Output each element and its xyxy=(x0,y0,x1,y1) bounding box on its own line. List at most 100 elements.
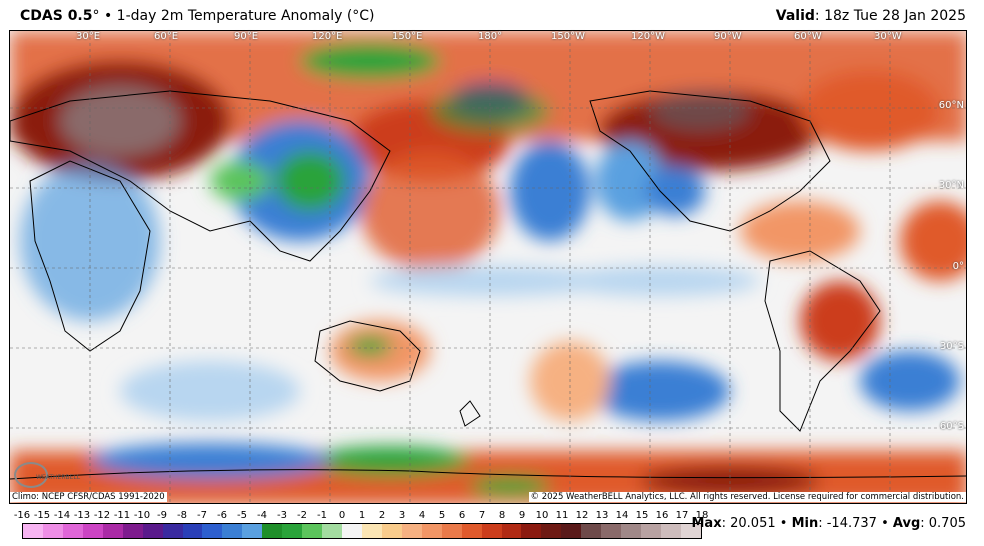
colorbar-swatch xyxy=(581,524,602,538)
colorbar-strip xyxy=(22,523,702,539)
max-value: : 20.051 xyxy=(721,516,776,531)
lon-label-60w: 60°W xyxy=(794,31,822,42)
copyright-note: © 2025 WeatherBELL Analytics, LLC. All r… xyxy=(528,492,966,502)
colorbar-tick-label: 9 xyxy=(518,510,526,521)
colorbar-swatch xyxy=(461,524,482,538)
colorbar-tick-label: 5 xyxy=(438,510,446,521)
colorbar-tick-label: 6 xyxy=(458,510,466,521)
lon-label-120e: 120°E xyxy=(312,31,343,42)
colorbar-swatch xyxy=(541,524,562,538)
lon-label-180: 180° xyxy=(478,31,503,42)
colorbar-tick-label: 12 xyxy=(575,510,589,521)
min-label: Min xyxy=(791,516,819,531)
colorbar-tick-label: -3 xyxy=(277,510,287,521)
colorbar-swatch xyxy=(122,524,143,538)
colorbar-tick-label: 14 xyxy=(615,510,629,521)
anomaly-map-canvas xyxy=(10,31,966,503)
colorbar-tick-label: -8 xyxy=(177,510,187,521)
colorbar-swatch xyxy=(441,524,462,538)
avg-label: Avg xyxy=(892,516,921,531)
colorbar-swatch xyxy=(162,524,183,538)
lon-label-60e: 60°E xyxy=(154,31,179,42)
colorbar-swatch xyxy=(521,524,542,538)
stats-sep-2: • xyxy=(881,516,889,531)
colorbar-swatch xyxy=(102,524,123,538)
colorbar-tick-label: 3 xyxy=(398,510,406,521)
colorbar-swatch xyxy=(561,524,582,538)
lat-label-0: 0° xyxy=(952,261,964,272)
colorbar-swatch xyxy=(42,524,63,538)
colorbar-tick-label: -5 xyxy=(237,510,247,521)
colorbar-tick-label: -4 xyxy=(257,510,267,521)
colorbar-swatch xyxy=(202,524,223,538)
colorbar-tick-label: 18 xyxy=(695,510,709,521)
colorbar-swatch xyxy=(182,524,203,538)
min-value: : -14.737 xyxy=(818,516,877,531)
colorbar-swatch xyxy=(641,524,661,538)
climo-note: Climo: NCEP CFSR/CDAS 1991-2020 xyxy=(10,492,167,502)
colorbar-swatch xyxy=(142,524,163,538)
colorbar-swatch xyxy=(262,524,283,538)
colorbar-swatch xyxy=(381,524,402,538)
colorbar-swatch xyxy=(302,524,323,538)
anomaly-map xyxy=(9,30,967,504)
lat-label-60s: 60°S xyxy=(939,421,964,432)
colorbar-swatch xyxy=(222,524,243,538)
colorbar-swatch xyxy=(661,524,681,538)
colorbar-tick-label: 16 xyxy=(655,510,669,521)
colorbar-tick-label: 15 xyxy=(635,510,649,521)
colorbar-swatch xyxy=(421,524,442,538)
title-text: 1-day 2m Temperature Anomaly (°C) xyxy=(116,8,375,24)
lon-label-30w: 30°W xyxy=(874,31,902,42)
colorbar-tick-label: 8 xyxy=(498,510,506,521)
valid-time: Valid: 18z Tue 28 Jan 2025 xyxy=(776,8,966,24)
colorbar-swatch xyxy=(481,524,502,538)
colorbar-tick-label: 2 xyxy=(378,510,386,521)
colorbar-tick-label: 13 xyxy=(595,510,609,521)
colorbar-tick-label: -16 xyxy=(13,510,31,521)
valid-value: : 18z Tue 28 Jan 2025 xyxy=(814,8,966,24)
anomaly-field xyxy=(10,31,966,503)
avg-value: : 0.705 xyxy=(920,516,966,531)
colorbar-tick-label: 0 xyxy=(338,510,346,521)
stats-summary: Max: 20.051 • Min: -14.737 • Avg: 0.705 xyxy=(692,516,967,531)
colorbar-swatch xyxy=(621,524,642,538)
colorbar-tick-label: -9 xyxy=(157,510,167,521)
colorbar-tick-label: 17 xyxy=(675,510,689,521)
colorbar-tick-label: -13 xyxy=(73,510,91,521)
lon-label-120w: 120°W xyxy=(631,31,665,42)
colorbar-swatch xyxy=(82,524,103,538)
colorbar-tick-label: -15 xyxy=(33,510,51,521)
lon-label-90w: 90°W xyxy=(714,31,742,42)
colorbar-tick-label: 10 xyxy=(535,510,549,521)
valid-label: Valid xyxy=(775,8,815,24)
map-title: CDAS 0.5° • 1-day 2m Temperature Anomaly… xyxy=(20,8,375,24)
lat-label-30n: 30°N xyxy=(938,180,964,191)
lon-label-150e: 150°E xyxy=(392,31,423,42)
colorbar-tick-label: 7 xyxy=(478,510,486,521)
weatherbell-logo-text: WEATHERBELL xyxy=(36,474,81,481)
max-label: Max xyxy=(691,516,722,531)
colorbar-tick-label: -11 xyxy=(113,510,131,521)
colorbar-swatch xyxy=(401,524,422,538)
colorbar-tick-label: -14 xyxy=(53,510,71,521)
colorbar-ticks: -16 -15 -14 -13 -12 -11 -10 -9 -8 -7 -6 -5 -4 -3 -2 -1 0… xyxy=(14,510,709,523)
product-name: CDAS 0.5 xyxy=(20,8,93,24)
colorbar-swatch xyxy=(680,524,701,538)
stats-sep-1: • xyxy=(779,516,788,531)
colorbar-swatch xyxy=(361,524,382,538)
colorbar-tick-label: -2 xyxy=(297,510,307,521)
colorbar-swatch xyxy=(23,524,43,538)
colorbar-tick-label: -12 xyxy=(93,510,111,521)
colorbar: -16 -15 -14 -13 -12 -11 -10 -9 -8 -7 -6 -5 -4 -3 -2 -1 0… xyxy=(14,510,709,542)
colorbar-swatch xyxy=(501,524,522,538)
title-separator: • xyxy=(103,8,113,24)
lat-label-60n: 60°N xyxy=(938,100,964,111)
weatherbell-logo xyxy=(14,462,48,488)
colorbar-tick-label: -1 xyxy=(317,510,327,521)
lon-label-30e: 30°E xyxy=(76,31,101,42)
header-bar: CDAS 0.5° • 1-day 2m Temperature Anomaly… xyxy=(0,0,984,30)
colorbar-swatch xyxy=(62,524,83,538)
colorbar-tick-label: 1 xyxy=(358,510,366,521)
colorbar-tick-label: -6 xyxy=(217,510,227,521)
